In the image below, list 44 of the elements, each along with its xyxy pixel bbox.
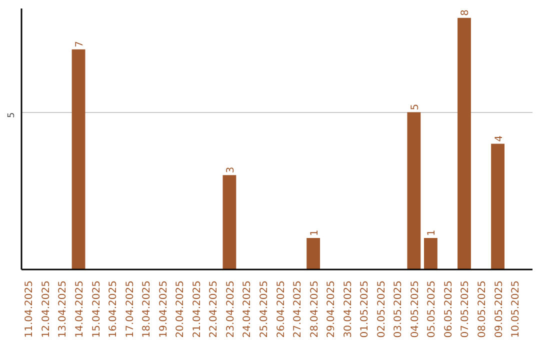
- x-tick-label: 02.05.2025: [376, 280, 388, 338]
- x-tick-label: 18.04.2025: [142, 280, 153, 338]
- x-tick-label: 07.05.2025: [460, 280, 472, 338]
- x-tick-label: 21.04.2025: [192, 280, 203, 338]
- x-tick-label: 08.05.2025: [477, 280, 488, 338]
- x-tick-label: 22.04.2025: [208, 280, 220, 338]
- data-label: 5: [410, 104, 421, 110]
- x-tick-label: 13.04.2025: [58, 280, 69, 338]
- x-tick-label: 12.04.2025: [40, 280, 52, 338]
- bar: [72, 49, 86, 270]
- data-label: 3: [225, 166, 236, 174]
- x-tick-label: 06.05.2025: [443, 280, 454, 338]
- x-tick-label: 20.04.2025: [175, 280, 186, 338]
- x-tick-label: 17.04.2025: [124, 280, 136, 338]
- x-tick-label: 15.04.2025: [91, 280, 102, 338]
- x-tick-label: 24.04.2025: [242, 280, 254, 338]
- bar: [407, 112, 421, 270]
- x-tick-label: 26.04.2025: [276, 280, 287, 338]
- bar: [424, 238, 438, 270]
- x-tick-label: 01.05.2025: [360, 280, 371, 338]
- x-tick-label: 19.04.2025: [158, 280, 170, 338]
- x-tick-label: 04.05.2025: [410, 280, 421, 338]
- bar: [458, 18, 471, 270]
- x-tick-label: 16.04.2025: [108, 280, 120, 338]
- x-tick-label: 05.05.2025: [426, 280, 438, 338]
- data-label: 1: [309, 230, 320, 236]
- x-tick-label: 03.05.2025: [393, 280, 404, 338]
- data-label: 7: [74, 41, 86, 48]
- x-tick-label: 30.04.2025: [342, 280, 354, 338]
- data-label: 8: [460, 10, 472, 16]
- x-tick-label: 25.04.2025: [258, 280, 270, 338]
- data-label: 4: [494, 135, 505, 142]
- bar: [306, 238, 320, 270]
- bar: [222, 175, 236, 270]
- x-tick-label: 29.04.2025: [326, 280, 338, 338]
- x-tick-label: 27.04.2025: [292, 280, 304, 338]
- bar: [491, 144, 504, 270]
- x-tick-label: 11.04.2025: [24, 280, 36, 338]
- x-tick-label: 09.05.2025: [494, 280, 505, 338]
- x-tick-label: 23.04.2025: [225, 280, 236, 338]
- data-label: 1: [426, 230, 438, 236]
- x-tick-label: 10.05.2025: [510, 280, 522, 338]
- x-tick-label: 14.04.2025: [74, 280, 86, 338]
- x-tick-label: 28.04.2025: [309, 280, 320, 338]
